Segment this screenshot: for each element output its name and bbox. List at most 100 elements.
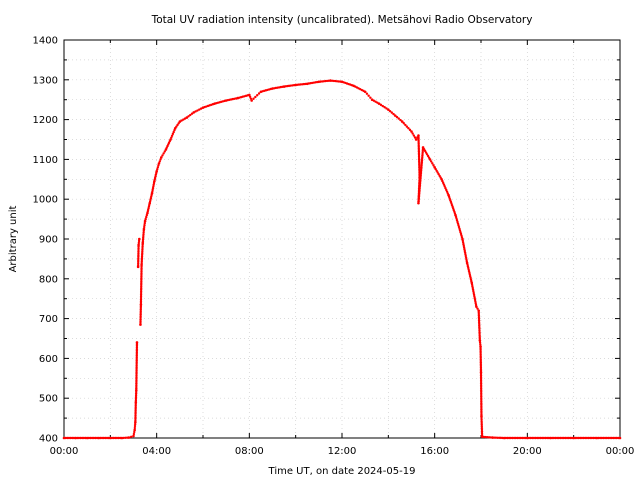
data-point	[139, 291, 143, 295]
data-point	[145, 213, 149, 217]
data-point	[148, 203, 151, 207]
data-point	[115, 436, 119, 440]
data-point	[405, 125, 409, 128]
data-point	[521, 436, 524, 440]
data-point	[142, 227, 146, 231]
data-point	[142, 231, 145, 234]
data-point	[584, 436, 587, 440]
data-point	[180, 119, 183, 122]
data-point	[139, 305, 143, 308]
data-point	[139, 290, 143, 293]
data-point	[160, 156, 163, 159]
data-point	[133, 426, 137, 430]
data-point	[107, 436, 110, 440]
data-point	[175, 125, 178, 128]
y-tick-label: 1000	[33, 195, 58, 206]
data-point	[400, 120, 404, 123]
data-point	[545, 436, 549, 440]
data-point	[559, 436, 562, 440]
data-point	[140, 265, 143, 268]
data-point	[249, 97, 253, 100]
data-point	[92, 436, 95, 440]
data-point	[192, 111, 196, 114]
data-point	[100, 436, 104, 440]
data-point	[304, 82, 307, 86]
data-point	[132, 434, 135, 438]
data-point	[607, 436, 610, 440]
data-point	[480, 416, 483, 420]
data-point	[139, 288, 143, 291]
data-point	[124, 436, 127, 440]
data-point	[162, 152, 165, 155]
data-point	[372, 99, 376, 102]
data-point	[460, 236, 464, 239]
data-point	[144, 217, 147, 221]
data-point	[487, 436, 491, 439]
data-point	[79, 436, 82, 440]
data-point	[555, 436, 559, 440]
data-point	[592, 436, 595, 440]
data-point	[142, 236, 145, 239]
data-point	[532, 436, 536, 440]
data-point	[365, 92, 369, 95]
data-point	[376, 101, 379, 104]
data-point	[168, 139, 171, 143]
data-point	[194, 110, 197, 113]
data-point	[254, 95, 257, 99]
data-point	[414, 138, 418, 141]
data-point	[143, 223, 146, 227]
data-point	[539, 436, 542, 440]
data-point	[602, 436, 605, 440]
data-point	[605, 436, 608, 440]
data-point	[87, 436, 91, 440]
data-point	[527, 436, 531, 440]
data-point	[589, 436, 592, 440]
data-point	[362, 89, 365, 93]
data-point	[66, 436, 69, 440]
data-point	[72, 436, 76, 440]
data-point	[392, 112, 395, 116]
data-point	[173, 129, 176, 132]
data-point	[600, 436, 603, 440]
data-point	[145, 215, 148, 219]
data-point	[129, 435, 133, 439]
data-point	[114, 436, 117, 440]
data-point	[480, 433, 484, 437]
data-point	[587, 436, 590, 440]
data-point	[478, 337, 481, 341]
data-point	[390, 111, 394, 114]
data-point	[211, 103, 215, 106]
data-point	[479, 369, 483, 372]
data-point	[137, 241, 141, 245]
data-point	[480, 421, 483, 425]
data-point	[610, 436, 613, 440]
data-point	[570, 436, 574, 440]
data-point	[64, 436, 67, 440]
data-point	[564, 436, 567, 440]
data-point	[134, 392, 138, 395]
data-point	[199, 107, 203, 110]
data-point	[136, 265, 140, 269]
data-point	[281, 85, 284, 89]
data-point	[248, 95, 252, 98]
data-point	[189, 113, 192, 117]
data-point	[234, 97, 238, 100]
data-point	[575, 436, 579, 440]
data-point	[480, 418, 483, 421]
data-point	[557, 436, 560, 440]
data-point	[139, 300, 143, 303]
data-point	[110, 436, 114, 440]
data-point	[158, 160, 161, 163]
grid-lines	[64, 40, 620, 438]
data-point	[82, 436, 86, 440]
data-point	[76, 436, 79, 440]
data-point	[387, 108, 390, 111]
y-tick-label: 1100	[33, 155, 58, 166]
data-point	[404, 123, 407, 127]
data-point	[94, 436, 97, 440]
data-point	[480, 413, 483, 416]
data-point	[514, 436, 517, 440]
data-point	[519, 436, 522, 440]
data-point	[585, 436, 589, 440]
data-point	[567, 436, 570, 440]
